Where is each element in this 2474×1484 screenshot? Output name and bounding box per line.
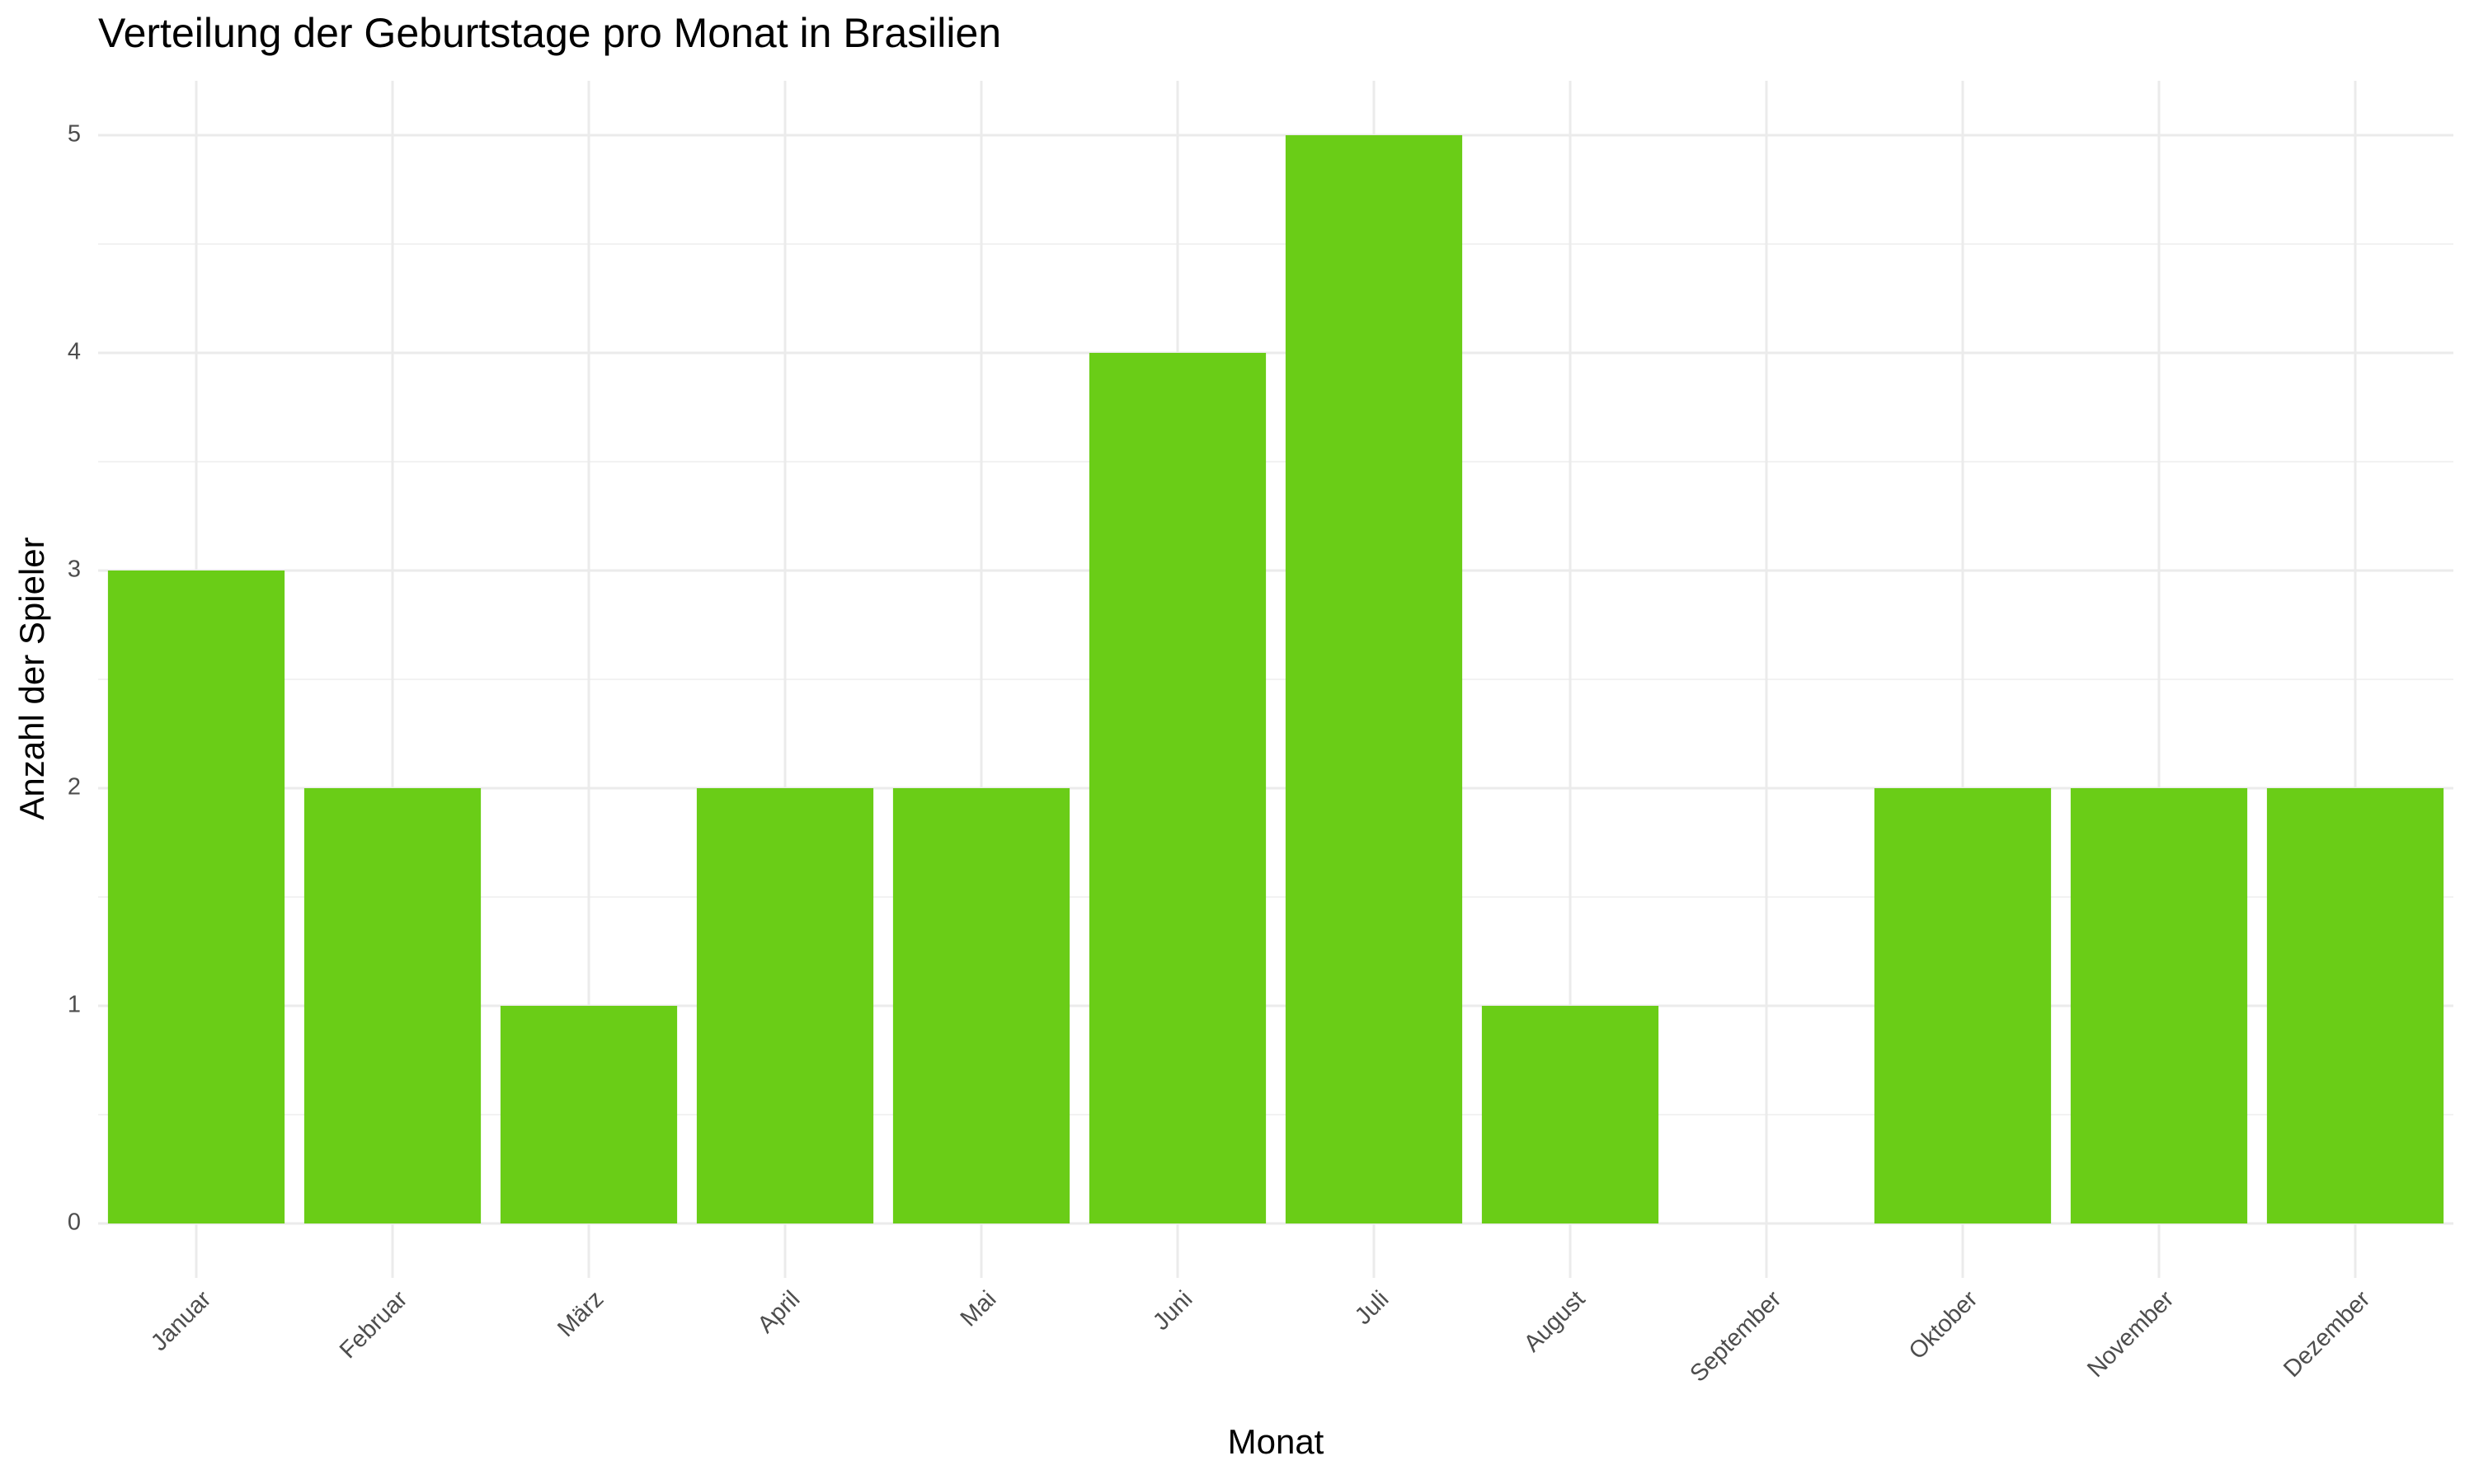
y-tick-label: 3 — [68, 556, 81, 583]
y-tick-label: 5 — [68, 121, 81, 148]
bar — [1481, 1006, 1659, 1223]
y-axis-title: Anzahl der Spieler — [12, 537, 51, 819]
bar — [1285, 135, 1463, 1223]
y-tick-label: 1 — [68, 992, 81, 1018]
bar — [892, 788, 1070, 1223]
bar — [2070, 788, 2248, 1223]
bar — [1874, 788, 2052, 1223]
bar — [500, 1006, 678, 1223]
x-axis-title: Monat — [1228, 1422, 1324, 1461]
marks — [107, 135, 2444, 1223]
bar — [303, 788, 482, 1223]
bar — [2266, 788, 2444, 1223]
y-tick-label: 0 — [68, 1209, 81, 1236]
y-tick-label: 4 — [68, 339, 81, 365]
bar — [107, 571, 285, 1223]
y-tick-label: 2 — [68, 774, 81, 801]
bar — [1089, 353, 1267, 1223]
bar — [696, 788, 874, 1223]
chart-title: Verteilung der Geburtstage pro Monat in … — [98, 10, 1001, 56]
